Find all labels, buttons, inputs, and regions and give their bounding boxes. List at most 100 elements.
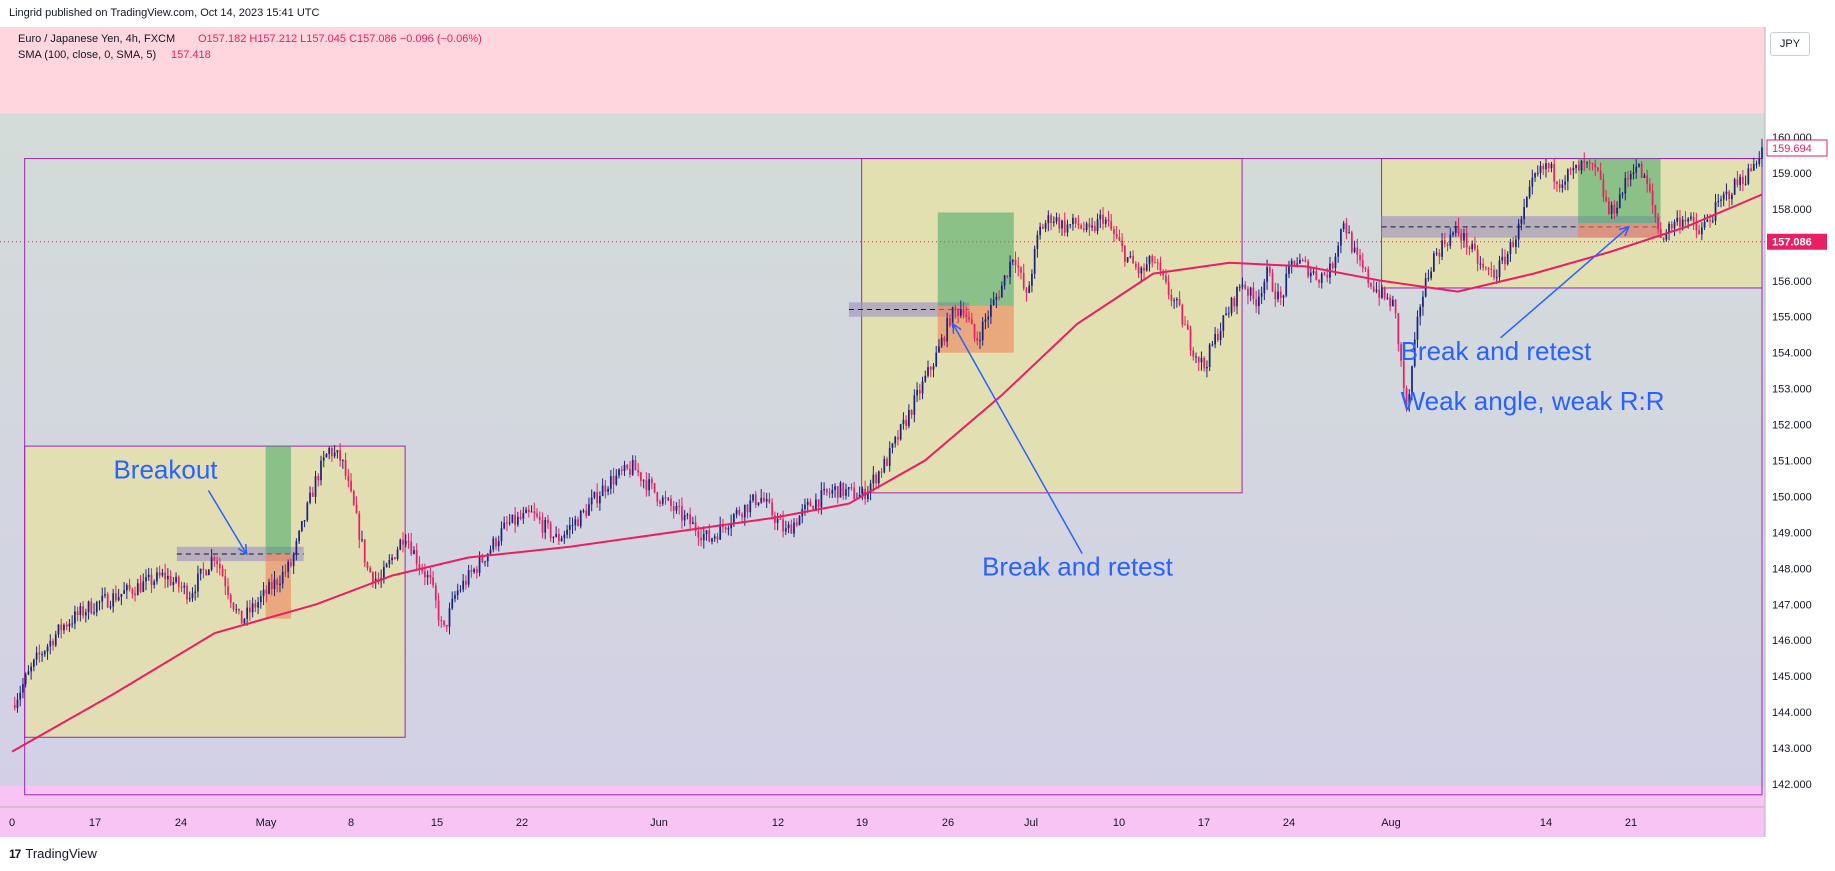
candle-body: [1006, 275, 1009, 277]
high-price-badge: [1766, 139, 1828, 157]
candle-body: [970, 319, 973, 325]
candle-body: [331, 448, 333, 457]
position-stop-zone[interactable]: [1578, 223, 1661, 238]
candle-body: [730, 523, 733, 529]
candle-body: [825, 488, 828, 493]
candle-body: [1266, 267, 1268, 282]
annotation-label[interactable]: Breakout: [113, 454, 218, 484]
candle-body: [962, 309, 965, 315]
candle-body: [1159, 262, 1162, 271]
candle-body: [831, 489, 834, 494]
candle-body: [686, 514, 689, 516]
y-tick-label: 151.000: [1772, 456, 1812, 468]
candle-body: [888, 447, 891, 466]
candle-body: [705, 530, 708, 534]
annotation-arrow[interactable]: [952, 323, 1083, 554]
candle-body: [27, 671, 30, 675]
candle-body: [1359, 255, 1361, 261]
candle-body: [344, 460, 347, 476]
outer-frame[interactable]: [24, 158, 1763, 796]
candle-body: [1616, 207, 1618, 214]
candle-body: [656, 492, 659, 502]
range-box[interactable]: [861, 158, 1243, 494]
candle-body: [246, 607, 249, 619]
price-chart[interactable]: Breakout Break and retest Break and retest…: [0, 27, 1835, 837]
x-tick-label: 15: [431, 817, 443, 829]
position-stop-zone[interactable]: [937, 305, 1014, 353]
candle-body: [216, 560, 218, 564]
candle-body: [156, 572, 158, 582]
candle-body: [834, 486, 836, 490]
legend-symbol[interactable]: Euro / Japanese Yen, 4h, FXCM: [18, 33, 175, 45]
candle-body: [667, 498, 670, 500]
candle-body: [404, 541, 407, 545]
candle-body: [1422, 296, 1424, 307]
candle-body: [1052, 221, 1055, 223]
candle-body: [49, 640, 52, 647]
candle-body: [1608, 201, 1610, 214]
candle-body: [328, 448, 331, 454]
candle-body: [927, 367, 929, 376]
candle-body: [1621, 193, 1624, 195]
candle-body: [1216, 333, 1219, 341]
footer-brand[interactable]: 17 TradingView: [9, 846, 97, 861]
legend-sma[interactable]: SMA (100, close, 0, SMA, 5): [18, 49, 156, 61]
candle-body: [1110, 221, 1113, 230]
candle-body: [1222, 315, 1225, 331]
publisher-line: Lingrid published on TradingView.com, Oc…: [9, 7, 320, 19]
candle-body: [503, 522, 506, 529]
candle-body: [363, 539, 366, 563]
candle-body: [1506, 254, 1509, 265]
candle-body: [1041, 226, 1044, 229]
candle-body: [1391, 299, 1394, 307]
candle-body: [109, 606, 112, 608]
candle-body: [1107, 219, 1110, 222]
candle-body: [484, 561, 486, 563]
annotation-label[interactable]: Weak angle, weak R:R: [1401, 386, 1665, 416]
candle-body: [1542, 165, 1545, 170]
candle-body: [782, 519, 784, 532]
candle-body: [1244, 284, 1247, 289]
candle-body: [1323, 273, 1326, 275]
x-tick-label: 10: [1113, 817, 1125, 829]
arrow-head-icon: [237, 543, 248, 556]
candle-body: [68, 623, 71, 627]
candle-body: [208, 569, 210, 576]
candle-body: [845, 489, 847, 496]
candle-body: [180, 586, 183, 588]
candle-body: [79, 606, 82, 616]
candle-body: [52, 640, 54, 646]
candle-body: [1687, 218, 1690, 222]
x-tick-label: 12: [772, 817, 784, 829]
currency-button[interactable]: JPY: [1770, 32, 1810, 56]
candle-body: [191, 593, 194, 598]
candle-body: [752, 494, 754, 501]
price-axis[interactable]: [1765, 27, 1835, 837]
candle-body: [566, 529, 568, 535]
candle-body: [1640, 163, 1643, 178]
candle-body: [1279, 291, 1282, 298]
candle-body: [473, 569, 475, 573]
candle-body: [1413, 339, 1416, 367]
annotation-label[interactable]: Break and retest: [982, 552, 1174, 582]
candle-body: [117, 596, 120, 601]
candle-body: [95, 602, 98, 613]
annotation-arrow[interactable]: [207, 490, 248, 555]
candle-body: [902, 419, 905, 425]
candle-body: [1602, 179, 1605, 197]
annotation-arrow[interactable]: [1500, 226, 1630, 339]
candle-body: [661, 497, 664, 504]
candle-body: [249, 607, 251, 613]
candle-body: [497, 541, 500, 547]
candle-body: [921, 381, 924, 394]
position-target-zone[interactable]: [265, 446, 291, 554]
candle-body: [1679, 217, 1681, 227]
sma-line[interactable]: [11, 193, 1763, 753]
candle-body: [150, 574, 153, 586]
candle-body: [172, 582, 175, 585]
candle-body: [1747, 168, 1750, 184]
candle-body: [516, 516, 519, 525]
annotation-label[interactable]: Break and retest: [1401, 336, 1593, 366]
time-axis-band: [0, 786, 1765, 837]
candle-body: [716, 536, 719, 540]
